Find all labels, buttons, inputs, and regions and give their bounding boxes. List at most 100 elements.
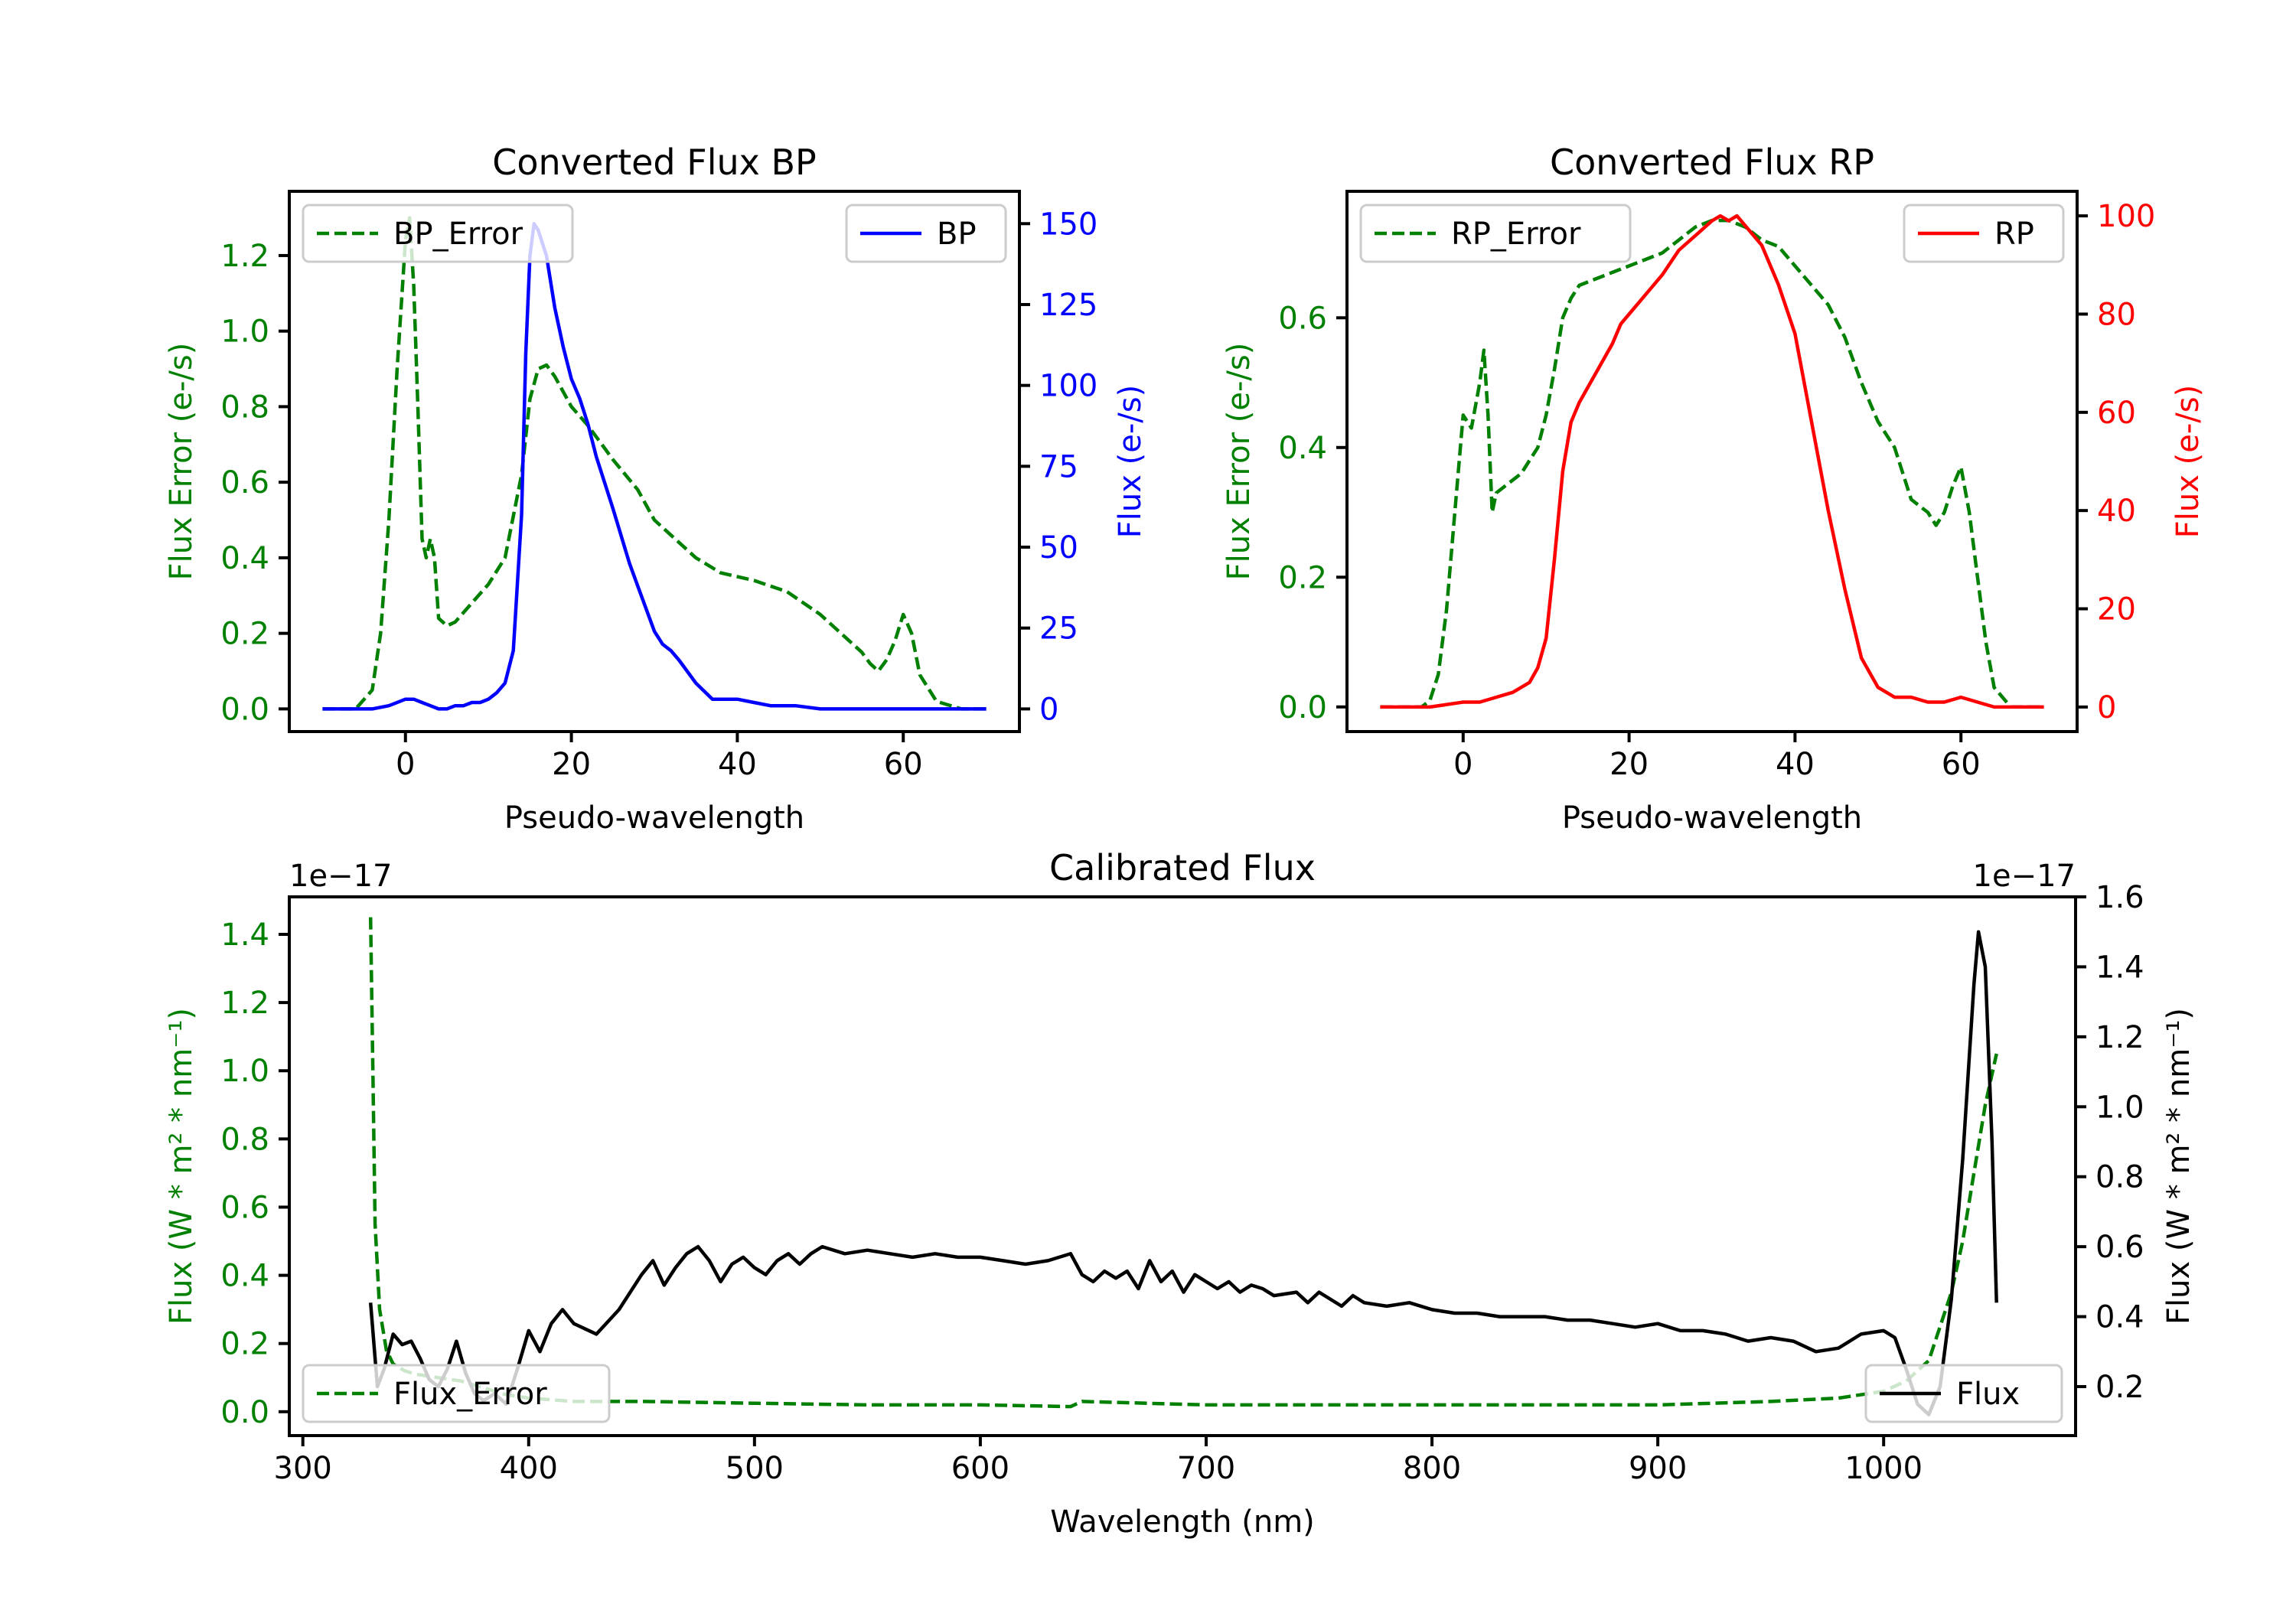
chart-title: Converted Flux RP: [1550, 142, 1874, 183]
y-left-tick-label: 0.2: [1278, 560, 1327, 595]
x-tick-label: 700: [1177, 1451, 1235, 1486]
x-tick-label: 40: [718, 747, 757, 782]
y-left-tick-label: 0.2: [220, 1327, 269, 1362]
x-tick-label: 500: [726, 1451, 784, 1486]
chart-title: Calibrated Flux: [1049, 847, 1316, 888]
legend-bp: BP: [845, 204, 1007, 263]
y-right-tick-label: 75: [1039, 449, 1078, 484]
y-left-tick-label: 0.8: [220, 1122, 269, 1157]
y-right-tick-label: 125: [1039, 288, 1097, 323]
x-tick-label: 300: [274, 1451, 332, 1486]
y-left-axis-label: Flux Error (e-/s): [164, 343, 199, 581]
y-right-tick-label: 0.8: [2095, 1160, 2144, 1195]
x-axis-label: Wavelength (nm): [1050, 1504, 1315, 1540]
series-line-rp-error: [1380, 218, 2044, 709]
series-line-flux-error: [368, 917, 1998, 1409]
y-right-tick-label: 0: [2097, 690, 2116, 725]
y-right-axis-label: Flux (e-/s): [2170, 385, 2206, 538]
legend-rp-error: RP_Error: [1359, 204, 1632, 263]
y-right-tick-label: 0.4: [2095, 1300, 2144, 1335]
y-right-tick-label: 60: [2097, 396, 2136, 431]
plot-frame: [288, 895, 2077, 1437]
y-left-tick-label: 0.2: [220, 617, 269, 652]
y-right-offset-label: 1e−17: [1973, 859, 2076, 894]
y-right-tick-label: 80: [2097, 297, 2136, 332]
x-tick-label: 800: [1403, 1451, 1461, 1486]
legend-box: [1903, 204, 2065, 263]
legend-label: Flux_Error: [393, 1377, 547, 1412]
y-right-tick-label: 50: [1039, 530, 1078, 566]
plot-frame: [288, 190, 1021, 733]
y-left-tick-label: 1.4: [220, 918, 269, 953]
legend-box: [1864, 1364, 2063, 1423]
legend-label: BP: [937, 217, 977, 252]
x-tick-label: 900: [1629, 1451, 1687, 1486]
y-right-tick-label: 100: [1039, 369, 1097, 404]
chart-1: Converted Flux RP 0 20 40 60 Pseudo-wavelengt…: [1221, 142, 2206, 836]
legend-box: [845, 204, 1007, 263]
x-tick-label: 60: [884, 747, 923, 782]
y-left-axis-label: Flux (W * m² * nm⁻¹): [164, 1008, 199, 1325]
y-left-tick-label: 0.4: [220, 1259, 269, 1294]
y-left-tick-label: 0.6: [220, 1190, 269, 1225]
y-left-tick-label: 1.0: [220, 1054, 269, 1089]
legend-label: RP_Error: [1451, 217, 1581, 252]
y-right-tick-label: 100: [2097, 199, 2155, 234]
y-left-tick-label: 0.6: [1278, 301, 1327, 336]
legend-bp-error: BP_Error: [302, 204, 574, 263]
legend-box: [302, 204, 574, 263]
y-right-tick-label: 40: [2097, 494, 2136, 529]
legend-rp: RP: [1903, 204, 2065, 263]
y-right-tick-label: 25: [1039, 611, 1078, 647]
y-right-tick-label: 150: [1039, 207, 1097, 242]
y-right-tick-label: 1.0: [2095, 1090, 2144, 1125]
y-right-tick-label: 0: [1039, 692, 1058, 727]
x-tick-label: 1000: [1844, 1451, 1923, 1486]
x-tick-label: 60: [1942, 747, 1981, 782]
series-line-bp: [322, 222, 987, 711]
legend-box: [302, 1364, 611, 1423]
y-right-tick-label: 0.6: [2095, 1230, 2144, 1265]
y-left-tick-label: 0.4: [1278, 431, 1327, 466]
legend-flux: Flux: [1864, 1364, 2063, 1423]
plot-frame: [1345, 190, 2079, 733]
y-right-tick-label: 1.6: [2095, 880, 2144, 915]
y-right-tick-label: 0.2: [2095, 1370, 2144, 1405]
x-tick-label: 400: [500, 1451, 558, 1486]
x-tick-label: 20: [1609, 747, 1649, 782]
plot-area: [322, 216, 987, 711]
y-left-tick-label: 1.2: [220, 986, 269, 1021]
x-tick-label: 20: [552, 747, 591, 782]
y-left-tick-label: 0.4: [220, 541, 269, 576]
chart-0: Converted Flux BP 0 20 40 60 Pseudo-wavelengt…: [164, 142, 1148, 836]
legend-label: BP_Error: [393, 217, 523, 252]
series-line-flux: [368, 930, 1998, 1416]
x-tick-label: 0: [1453, 747, 1473, 782]
y-right-tick-label: 1.4: [2095, 950, 2144, 985]
x-tick-label: 600: [951, 1451, 1009, 1486]
y-left-axis-label: Flux Error (e-/s): [1221, 343, 1257, 581]
y-left-tick-label: 0.0: [220, 692, 269, 727]
legend-label: Flux: [1956, 1377, 2020, 1412]
legend-label: RP: [1994, 217, 2034, 252]
x-axis-label: Pseudo-wavelength: [1562, 800, 1862, 836]
chart-2: Calibrated Flux 300 400 500 600 700 800 900 1000…: [164, 847, 2197, 1540]
y-right-tick-label: 1.2: [2095, 1020, 2144, 1055]
legend-box: [1359, 204, 1632, 263]
chart-title: Converted Flux BP: [492, 142, 817, 183]
plot-area: [1380, 214, 2044, 709]
plot-area: [368, 917, 1998, 1416]
x-tick-label: 0: [396, 747, 415, 782]
y-left-tick-label: 0.6: [220, 465, 269, 500]
y-left-tick-label: 1.2: [220, 239, 269, 274]
series-line-bp-error: [322, 216, 987, 711]
y-left-tick-label: 0.8: [220, 390, 269, 425]
y-left-tick-label: 1.0: [220, 315, 269, 350]
x-axis-label: Pseudo-wavelength: [504, 800, 804, 836]
x-tick-label: 40: [1776, 747, 1815, 782]
y-right-axis-label: Flux (e-/s): [1113, 385, 1148, 538]
y-right-tick-label: 20: [2097, 592, 2136, 627]
y-right-axis-label: Flux (W * m² * nm⁻¹): [2161, 1008, 2197, 1325]
y-left-tick-label: 0.0: [1278, 690, 1327, 725]
